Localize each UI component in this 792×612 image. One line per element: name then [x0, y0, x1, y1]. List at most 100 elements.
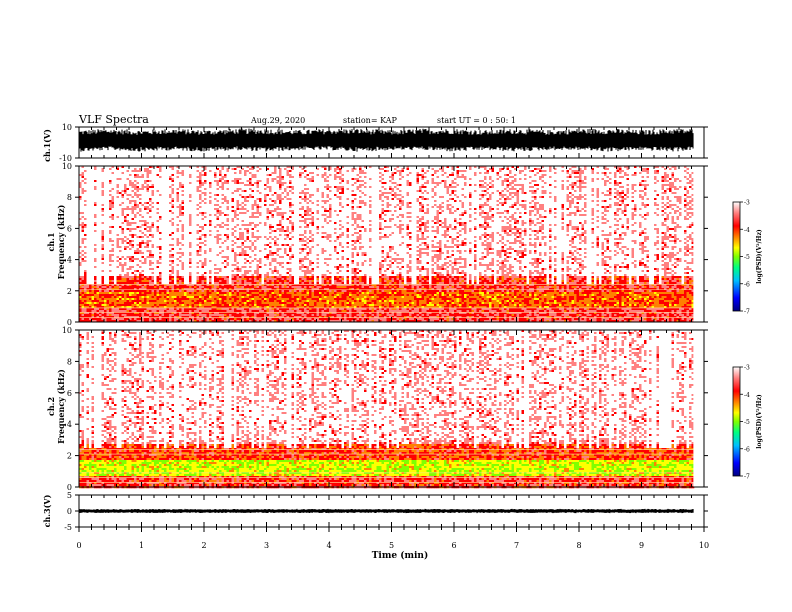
spectrogram-cell [82, 254, 85, 256]
spectrogram-cell [127, 270, 130, 272]
spectrogram-cell [132, 254, 135, 256]
spectrogram-cell [102, 200, 105, 202]
spectrogram-cell [132, 302, 135, 304]
spectrogram-cell [87, 214, 90, 216]
spectrogram-cell [124, 308, 127, 310]
spectrogram-cell [84, 310, 87, 312]
spectrogram-cell [162, 286, 165, 288]
spectrogram-cell [124, 192, 127, 194]
spectrogram-cell [109, 290, 112, 292]
spectrogram-cell [87, 252, 90, 254]
spectrogram-cell [119, 250, 122, 252]
spectrogram-cell [157, 172, 160, 174]
spectrogram-cell [109, 270, 112, 272]
spectrogram-cell [117, 230, 120, 232]
spectrogram-cell [164, 250, 167, 252]
spectrogram-cell [114, 294, 117, 296]
spectrogram-cell [114, 254, 117, 256]
spectrogram-cell [107, 176, 110, 178]
spectrogram-cell [124, 254, 127, 256]
spectrogram-cell [134, 212, 137, 214]
spectrogram-cell [89, 170, 92, 172]
spectrogram-cell [127, 252, 130, 254]
spectrogram-cell [157, 234, 160, 236]
spectrogram-cell [139, 212, 142, 214]
spectrogram-cell [112, 180, 115, 182]
spectrogram-cell [159, 244, 162, 246]
spectrogram-cell [142, 298, 145, 300]
spectrogram-cell [152, 216, 155, 218]
spectrogram-cell [154, 268, 157, 270]
spectrogram-cell [127, 178, 130, 180]
spectrogram-cell [124, 226, 127, 228]
spectrogram-cell [102, 304, 105, 306]
spectrogram-cell [122, 186, 125, 188]
spectrogram-cell [132, 218, 135, 220]
spectrogram-cell [112, 274, 115, 276]
spectrogram-cell [104, 226, 107, 228]
spectrogram-cell [102, 222, 105, 224]
spectrogram-cell [169, 228, 172, 230]
spectrogram-cell [152, 302, 155, 304]
spectrogram-cell [114, 264, 117, 266]
spectrogram-cell [107, 204, 110, 206]
spectrogram-cell [147, 304, 150, 306]
spectrogram-cell [89, 236, 92, 238]
spectrogram-cell [157, 310, 160, 312]
spectrogram-cell [89, 262, 92, 264]
spectrogram-cell [144, 182, 147, 184]
spectrogram-cell [117, 170, 120, 172]
spectrogram-cell [92, 228, 95, 230]
spectrogram-cell [112, 234, 115, 236]
spectrogram-cell [169, 276, 172, 278]
spectrogram-cell [164, 170, 167, 172]
spectrogram-cell [94, 230, 97, 232]
spectrogram-cell [92, 198, 95, 200]
spectrogram-cell [122, 318, 125, 320]
spectrogram-cell [129, 274, 132, 276]
spectrogram-cell [89, 182, 92, 184]
spectrogram-cell [109, 206, 112, 208]
spectrogram-cell [144, 188, 147, 190]
spectrogram-cell [97, 226, 100, 228]
spectrogram-cell [124, 266, 127, 268]
spectrogram-cell [104, 296, 107, 298]
spectrogram-cell [92, 304, 95, 306]
spectrogram-cell [144, 314, 147, 316]
spectrogram-cell [82, 290, 85, 292]
spectrogram-cell [112, 314, 115, 316]
spectrogram-cell [152, 294, 155, 296]
spectrogram-cell [87, 282, 90, 284]
spectrogram-cell [117, 188, 120, 190]
spectrogram-cell [162, 302, 165, 304]
spectrogram-cell [82, 292, 85, 294]
spectrogram-cell [119, 304, 122, 306]
spectrogram-cell [162, 198, 165, 200]
spectrogram-cell [99, 270, 102, 272]
spectrogram-cell [122, 266, 125, 268]
spectrogram-cell [127, 280, 130, 282]
spectrogram-cell [149, 202, 152, 204]
spectrogram-cell [107, 290, 110, 292]
spectrogram-cell [139, 258, 142, 260]
spectrogram-cell [87, 228, 90, 230]
spectrogram-cell [142, 218, 145, 220]
spectrogram-cell [112, 186, 115, 188]
spectrogram-cell [127, 174, 130, 176]
spectrogram-cell [102, 250, 105, 252]
spectrogram-cell [129, 212, 132, 214]
spectrogram-cell [152, 280, 155, 282]
spectrogram-cell [104, 182, 107, 184]
spectrogram-cell [159, 318, 162, 320]
spectrogram-cell [157, 192, 160, 194]
spectrogram-cell [129, 208, 132, 210]
spectrogram-cell [149, 266, 152, 268]
spectrogram-cell [159, 274, 162, 276]
spectrogram-cell [147, 314, 150, 316]
spectrogram-cell [127, 248, 130, 250]
spectrogram-cell [129, 224, 132, 226]
spectrogram-cell [159, 282, 162, 284]
spectrogram-cell [119, 236, 122, 238]
spectrogram-cell [162, 304, 165, 306]
spectrogram-cell [127, 256, 130, 258]
